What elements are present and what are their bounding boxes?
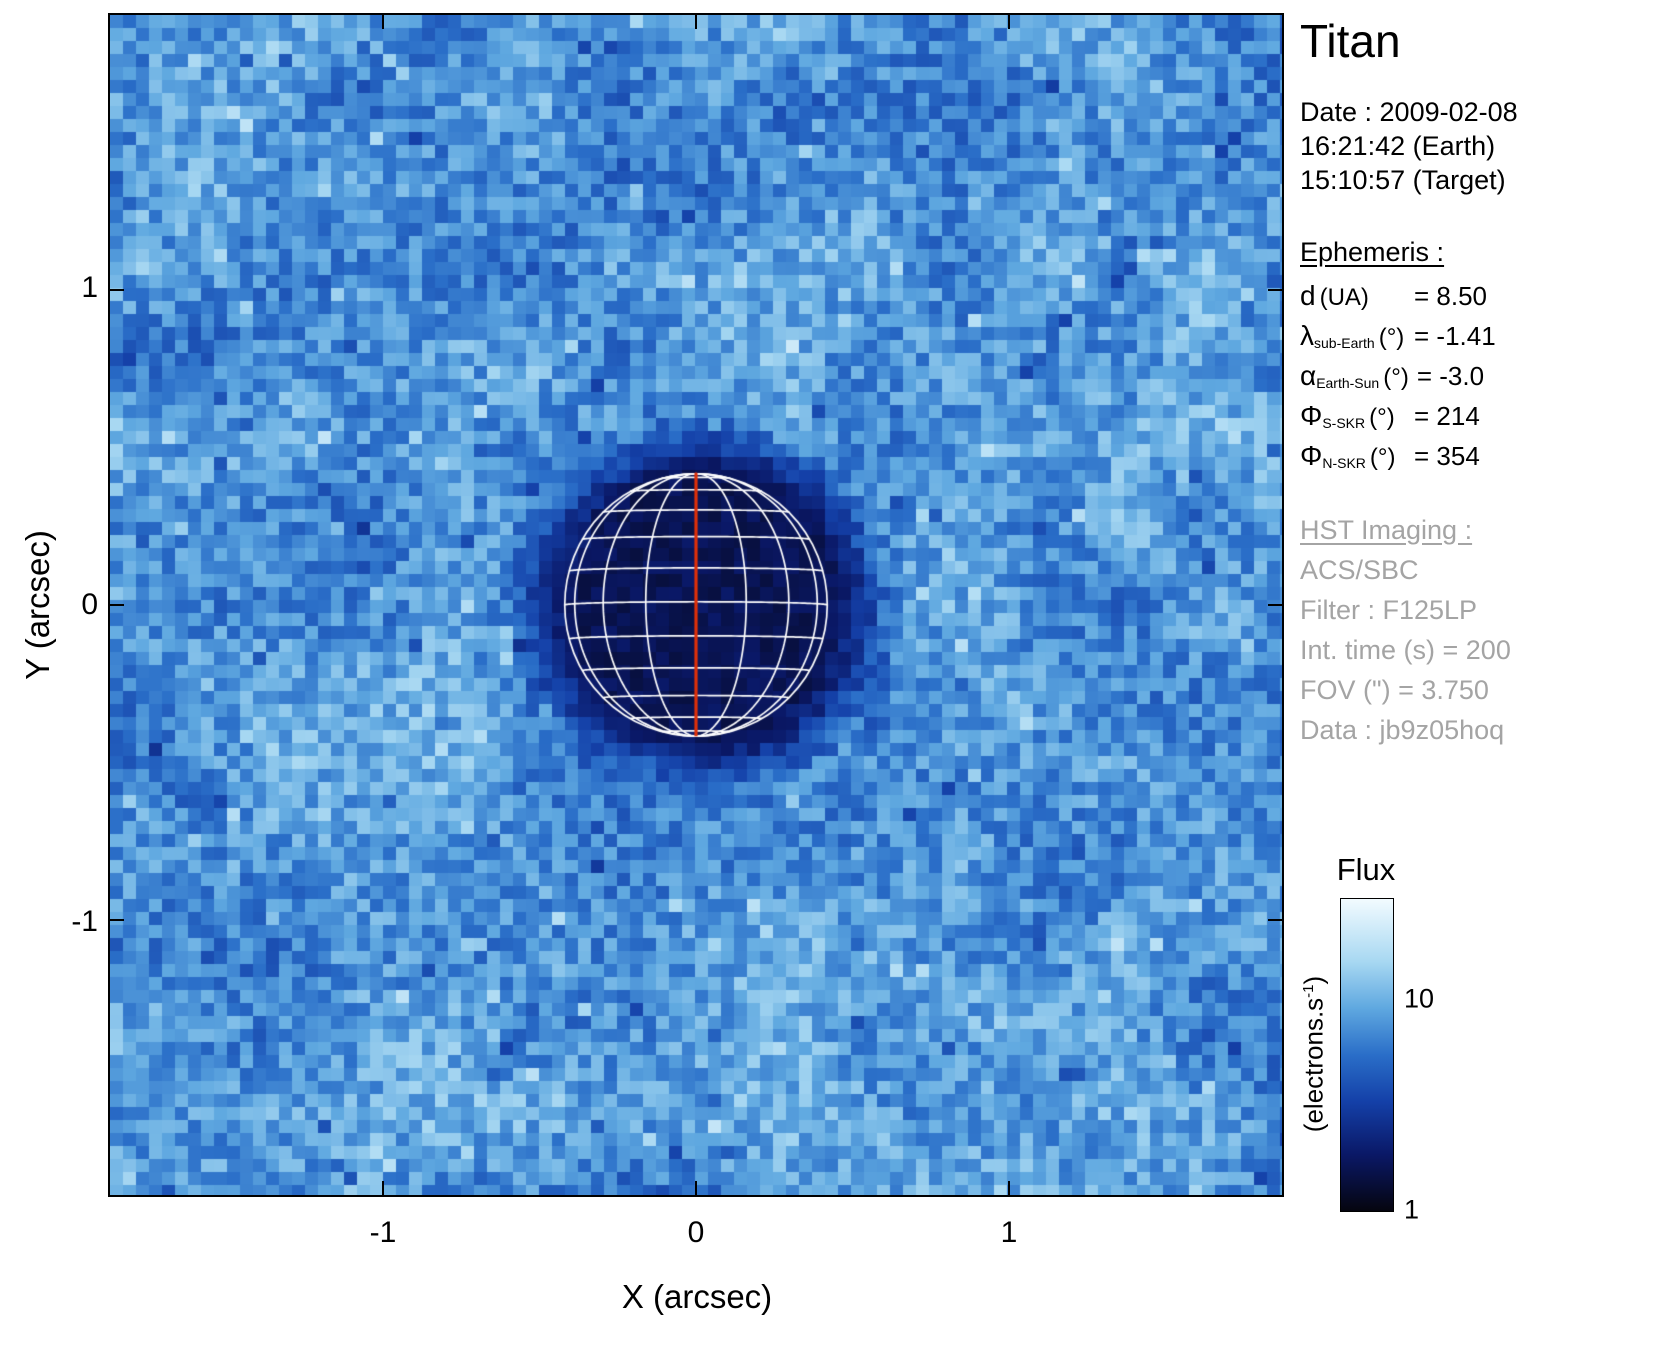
ephemeris-value: = -1.41 <box>1414 320 1496 351</box>
x-axis-label: X (arcsec) <box>621 1278 773 1315</box>
hst-line: Int. time (s) = 200 <box>1300 634 1511 665</box>
ephemeris-row: d (UA) = 8.50 <box>1300 280 1650 320</box>
hst-line: FOV (") = 3.750 <box>1300 674 1489 705</box>
colorbar-ticks: 10 1 <box>1404 898 1464 1224</box>
time-earth-line: 16:21:42 (Earth) <box>1300 130 1496 161</box>
tick-mark <box>1268 918 1282 921</box>
ephemeris-symbol: d <box>1300 279 1316 311</box>
flux-colorbar <box>1340 898 1394 1212</box>
ephemeris-unit: (°) <box>1378 323 1405 351</box>
observation-dates: Date : 2009-02-08 16:21:42 (Earth) 15:10… <box>1300 95 1650 197</box>
ephemeris-symbol: λ <box>1300 319 1314 351</box>
ephemeris-subscript: sub-Earth <box>1314 334 1375 351</box>
hst-imaging-block: HST Imaging : ACS/SBC Filter : F125LP In… <box>1300 510 1650 750</box>
ephemeris-quantity: λsub-Earth (°) <box>1300 320 1406 352</box>
ephemeris-unit: (UA) <box>1319 283 1369 311</box>
y-tick-label: 0 <box>81 588 98 621</box>
colorbar-unit-text: (electrons.s <box>1298 997 1329 1133</box>
tick-mark <box>1007 1181 1010 1195</box>
tick-mark <box>382 1181 385 1195</box>
ephemeris-symbol: Φ <box>1300 399 1323 431</box>
titan-image-canvas <box>110 15 1282 1195</box>
colorbar-tick-label: 1 <box>1404 1194 1420 1225</box>
ephemeris-subscript: Earth-Sun <box>1316 374 1380 391</box>
figure-title: Titan <box>1300 15 1401 67</box>
hst-line: Filter : F125LP <box>1300 594 1478 625</box>
y-tick-label: -1 <box>71 905 98 938</box>
ephemeris-value: = 214 <box>1414 400 1480 431</box>
hst-line: ACS/SBC <box>1300 554 1419 585</box>
tick-mark <box>1007 15 1010 29</box>
date-line: Date : 2009-02-08 <box>1300 96 1518 127</box>
tick-mark <box>110 918 124 921</box>
ephemeris-value: = 8.50 <box>1414 280 1488 311</box>
ephemeris-symbol: α <box>1300 359 1317 391</box>
ephemeris-quantity: ΦN-SKR (°) <box>1300 440 1406 472</box>
ephemeris-unit: (°) <box>1369 403 1395 431</box>
ephemeris-symbol: Φ <box>1300 439 1323 471</box>
colorbar-unit-close: ) <box>1298 975 1329 985</box>
ephemeris-row: ΦS-SKR (°) = 214 <box>1300 400 1650 440</box>
ephemeris-quantity: ΦS-SKR (°) <box>1300 400 1406 432</box>
hst-imaging-header: HST Imaging : <box>1300 514 1473 545</box>
x-tick-label: -1 <box>369 1216 397 1249</box>
tick-mark <box>110 289 124 292</box>
tick-mark <box>1268 289 1282 292</box>
ephemeris-unit: (°) <box>1369 443 1396 471</box>
colorbar-title: Flux <box>1336 852 1396 887</box>
tick-mark <box>695 15 697 29</box>
tick-mark <box>110 604 124 606</box>
x-tick-label: 0 <box>687 1216 705 1249</box>
plot-area <box>108 13 1284 1197</box>
colorbar-tick-label: 10 <box>1404 983 1435 1014</box>
ephemeris-subscript: N-SKR <box>1322 454 1366 471</box>
ephemeris-header: Ephemeris : <box>1300 236 1445 267</box>
ephemeris-row: λsub-Earth (°) = -1.41 <box>1300 320 1650 360</box>
ephemeris-unit: (°) <box>1383 363 1409 391</box>
x-tick-label: 1 <box>1000 1216 1018 1249</box>
ephemeris-value: = -3.0 <box>1416 360 1485 391</box>
time-target-line: 15:10:57 (Target) <box>1300 164 1506 195</box>
ephemeris-table: d (UA) = 8.50 λsub-Earth (°) = -1.41 αEart… <box>1300 280 1650 480</box>
y-axis-label: Y (arcsec) <box>19 530 56 680</box>
tick-mark <box>695 1181 697 1195</box>
colorbar-unit-label: (electrons.s-1) <box>1299 976 1330 1132</box>
ephemeris-value: = 354 <box>1414 440 1480 471</box>
hst-line: Data : jb9z05hoq <box>1300 714 1505 745</box>
colorbar-unit-superscript: -1 <box>1299 984 1317 998</box>
ephemeris-subscript: S-SKR <box>1322 414 1366 431</box>
ephemeris-quantity: d (UA) <box>1300 280 1406 312</box>
ephemeris-row: ΦN-SKR (°) = 354 <box>1300 440 1650 480</box>
ephemeris-row: αEarth-Sun (°) = -3.0 <box>1300 360 1650 400</box>
y-tick-label: 1 <box>81 271 98 304</box>
tick-mark <box>1268 604 1282 606</box>
ephemeris-quantity: αEarth-Sun (°) <box>1300 360 1409 392</box>
tick-mark <box>382 15 385 29</box>
info-panel: Titan Date : 2009-02-08 16:21:42 (Earth)… <box>1300 0 1650 750</box>
